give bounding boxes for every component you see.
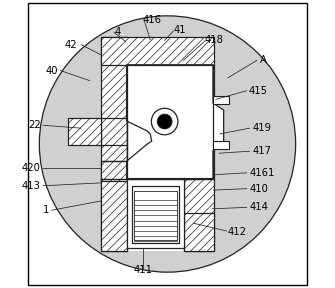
Text: 40: 40 bbox=[46, 66, 58, 75]
Bar bbox=[213, 141, 229, 149]
Bar bbox=[127, 179, 184, 248]
Bar bbox=[127, 65, 213, 179]
Polygon shape bbox=[127, 65, 224, 179]
Text: A: A bbox=[260, 56, 267, 65]
Text: 420: 420 bbox=[22, 164, 41, 173]
Text: 411: 411 bbox=[134, 265, 152, 275]
Text: 418: 418 bbox=[205, 35, 224, 45]
Bar bbox=[213, 96, 229, 104]
Text: 41: 41 bbox=[173, 25, 186, 35]
Text: 412: 412 bbox=[228, 227, 247, 237]
Text: 4161: 4161 bbox=[250, 168, 275, 178]
Bar bbox=[101, 161, 127, 251]
Circle shape bbox=[157, 114, 172, 129]
Text: 22: 22 bbox=[28, 120, 41, 130]
Circle shape bbox=[39, 16, 296, 272]
Bar bbox=[134, 191, 177, 240]
Text: 4: 4 bbox=[114, 27, 121, 37]
Text: 410: 410 bbox=[250, 184, 268, 194]
Text: 416: 416 bbox=[143, 15, 162, 25]
Bar bbox=[101, 37, 127, 251]
Text: 414: 414 bbox=[250, 202, 268, 212]
Bar bbox=[68, 118, 101, 145]
Bar bbox=[127, 65, 184, 179]
Text: 415: 415 bbox=[248, 86, 267, 96]
Bar bbox=[127, 65, 213, 179]
Text: 1: 1 bbox=[43, 205, 50, 215]
Circle shape bbox=[151, 108, 178, 135]
Bar bbox=[184, 65, 214, 251]
Bar bbox=[101, 37, 214, 65]
Bar bbox=[127, 65, 213, 179]
Text: 417: 417 bbox=[253, 146, 271, 156]
Text: 413: 413 bbox=[22, 181, 41, 191]
Text: 419: 419 bbox=[253, 123, 271, 133]
Text: 42: 42 bbox=[64, 40, 77, 50]
Bar bbox=[184, 213, 214, 251]
Bar bbox=[127, 179, 184, 248]
Bar bbox=[101, 37, 214, 251]
Bar bbox=[132, 186, 179, 243]
